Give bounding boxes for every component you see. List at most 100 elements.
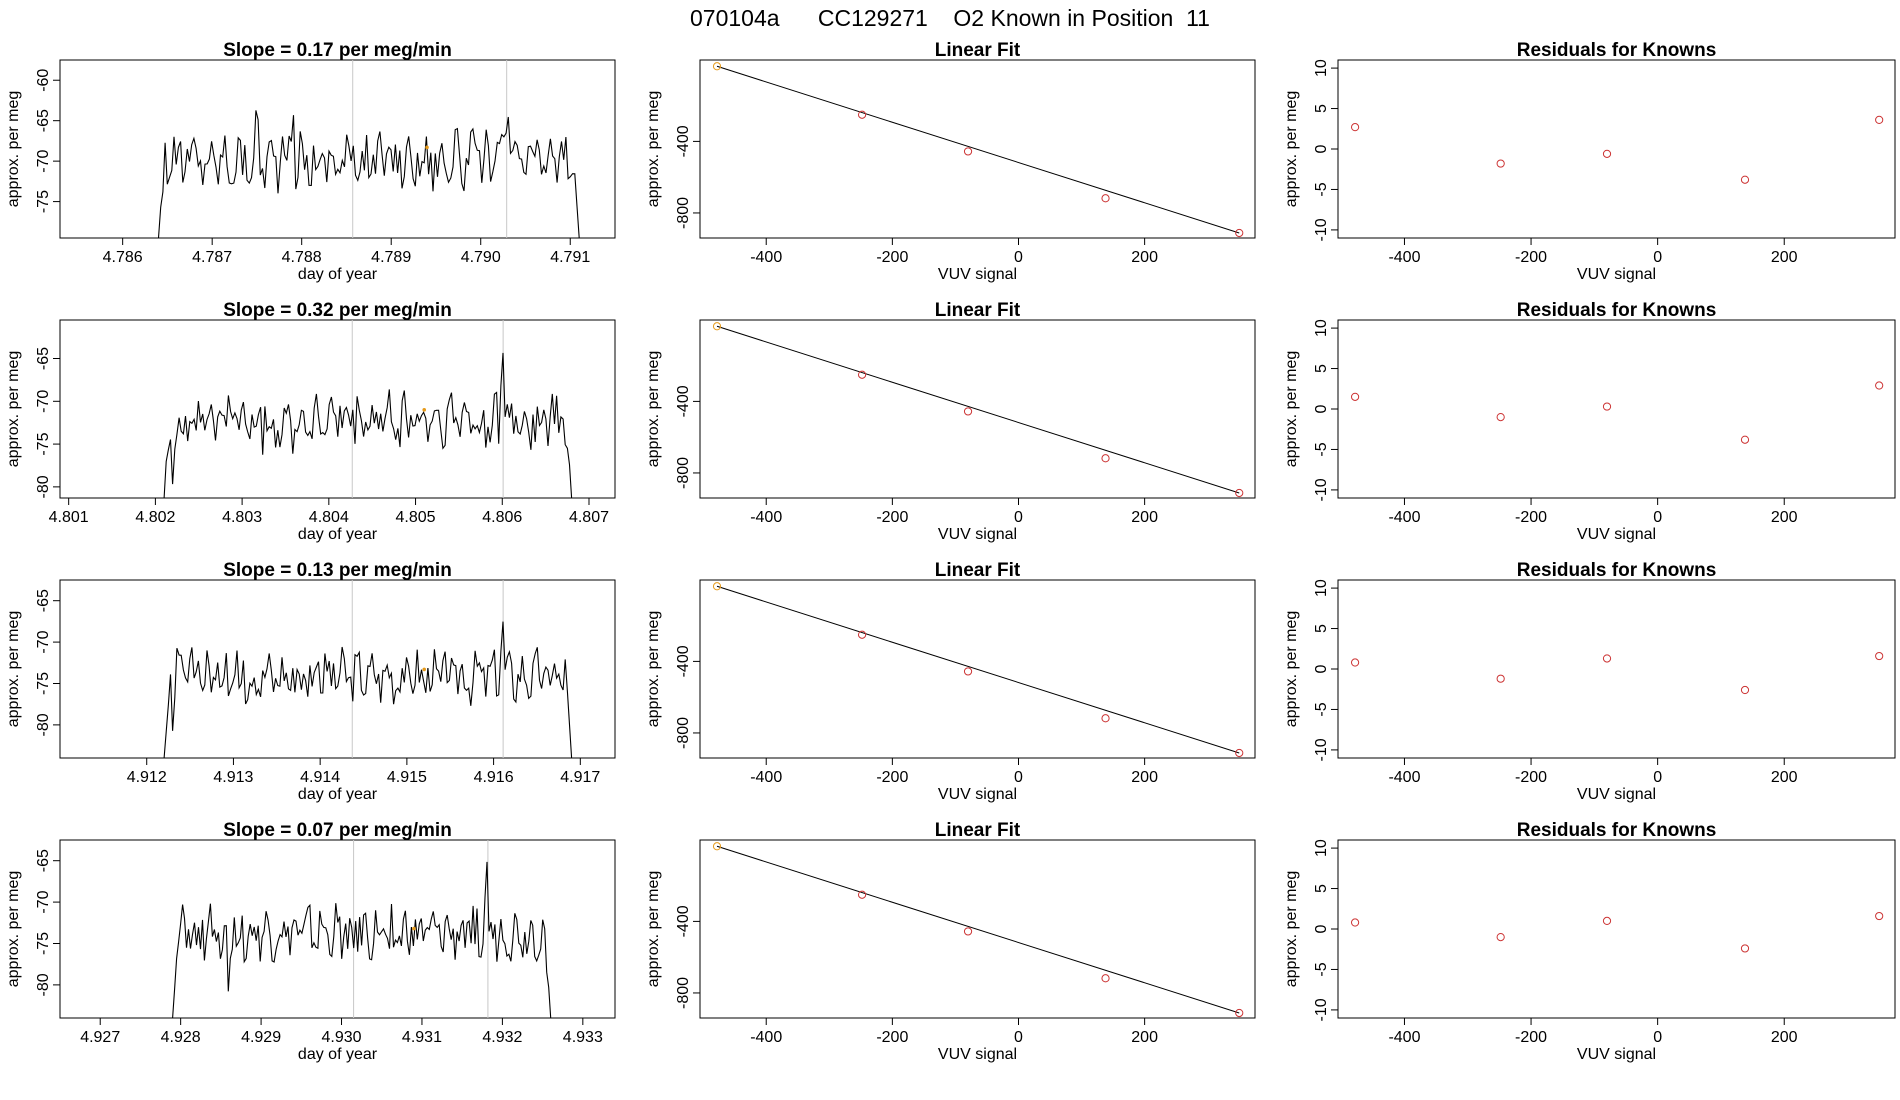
x-tick-label: 4.805	[396, 509, 436, 526]
plot-frame	[1337, 59, 1896, 239]
data-point	[857, 630, 867, 639]
y-tick-label: -65	[35, 589, 52, 612]
panel-linear-fit-1: Linear Fit -400 -200 0 200 -800 -400 VUV signal…	[645, 40, 1256, 283]
y-tick-label: 5	[1313, 884, 1330, 893]
plot-area	[712, 842, 1244, 1018]
plot-area	[712, 322, 1244, 498]
x-axis-label: VUV signal	[1577, 526, 1656, 543]
x-tick-label: -400	[1388, 769, 1420, 786]
data-point	[1496, 159, 1505, 168]
panel-residuals-4: Residuals for Knowns -400 -200 0 200 -10 -5 0 5 1…	[1283, 820, 1896, 1063]
x-axis-label: VUV signal	[1577, 266, 1656, 283]
data-point	[857, 370, 867, 379]
series-line	[157, 110, 580, 238]
x-tick-label: 4.786	[103, 249, 143, 266]
y-tick-label: -75	[35, 190, 52, 213]
y-tick-label: -5	[1313, 182, 1330, 196]
x-axis-label: VUV signal	[1577, 1046, 1656, 1063]
x-tick-label: -400	[1388, 249, 1420, 266]
plot-frame	[59, 59, 616, 239]
data-point	[1602, 654, 1612, 663]
x-tick-label: -200	[1515, 249, 1547, 266]
x-tick-label: 0	[1014, 1029, 1023, 1046]
mean-marker	[412, 926, 416, 931]
x-axis-label: VUV signal	[938, 786, 1017, 803]
data-point	[712, 322, 722, 331]
x-tick-label: 4.787	[192, 249, 232, 266]
x-axis-label: day of year	[298, 1046, 378, 1063]
data-point	[963, 927, 973, 936]
mean-marker	[422, 408, 427, 412]
y-axis-label: approx. per meg	[1283, 871, 1300, 988]
x-tick-label: 4.802	[135, 509, 175, 526]
figure-title: 070104a CC129271 O2 Known in Position 11	[690, 5, 1210, 31]
y-tick-label: -800	[675, 197, 692, 229]
data-point	[1875, 381, 1884, 390]
x-tick-label: 4.803	[222, 509, 262, 526]
panel-title: Linear Fit	[935, 820, 1021, 841]
fit-line	[716, 65, 1240, 234]
fit-line	[716, 585, 1240, 754]
panel-residuals-3: Residuals for Knowns -400 -200 0 200 -10 -5 0 5 1…	[1283, 560, 1896, 803]
plot-frame	[699, 579, 1256, 759]
x-tick-label: -200	[876, 769, 908, 786]
data-point	[1740, 435, 1750, 444]
plot-frame	[59, 579, 616, 759]
x-tick-label: 4.932	[482, 1029, 522, 1046]
data-point	[1101, 714, 1110, 723]
x-tick-label: 0	[1014, 249, 1023, 266]
y-tick-label: -800	[675, 457, 692, 489]
x-axis-label: VUV signal	[1577, 786, 1656, 803]
panel-title: Residuals for Knowns	[1517, 300, 1717, 321]
plot-frame	[59, 319, 616, 499]
data-point	[1101, 454, 1110, 463]
x-tick-label: -400	[750, 509, 782, 526]
x-tick-label: 200	[1771, 509, 1798, 526]
data-point	[1496, 674, 1505, 683]
x-tick-label: 200	[1131, 509, 1158, 526]
panel-timeseries-2: Slope = 0.32 per meg/min 4.801 4.802 4.803 4…	[5, 300, 616, 543]
x-tick-label: 4.928	[161, 1029, 201, 1046]
y-tick-label: -400	[675, 385, 692, 417]
y-axis-label: approx. per meg	[1283, 91, 1300, 208]
y-axis-label: approx. per meg	[5, 871, 22, 988]
data-point	[857, 110, 867, 119]
data-point	[1875, 115, 1884, 124]
data-point	[1235, 1008, 1244, 1018]
x-tick-label: 4.929	[241, 1029, 281, 1046]
x-tick-label: 4.914	[300, 769, 340, 786]
panel-linear-fit-4: Linear Fit -400 -200 0 200 -800 -400 VUV signal…	[645, 820, 1256, 1063]
plot-area	[172, 840, 552, 1018]
x-tick-label: 200	[1131, 1029, 1158, 1046]
x-tick-label: 0	[1014, 769, 1023, 786]
y-tick-label: -400	[675, 125, 692, 157]
x-tick-label: -200	[876, 249, 908, 266]
panel-title: Linear Fit	[935, 560, 1021, 581]
y-tick-label: -400	[675, 645, 692, 677]
fit-line	[716, 325, 1240, 494]
x-tick-label: 200	[1131, 249, 1158, 266]
x-tick-label: -200	[876, 1029, 908, 1046]
x-axis-label: VUV signal	[938, 1046, 1017, 1063]
panel-residuals-1: Residuals for Knowns -400 -200 0 200 -10 -5 0 5 1…	[1283, 40, 1896, 283]
panel-timeseries-3: Slope = 0.13 per meg/min 4.912 4.913 4.914 4…	[5, 560, 616, 803]
panel-linear-fit-3: Linear Fit -400 -200 0 200 -800 -400 VUV signal…	[645, 560, 1256, 803]
panel-title: Residuals for Knowns	[1517, 40, 1717, 61]
y-tick-label: -5	[1313, 442, 1330, 456]
y-axis-label: approx. per meg	[645, 611, 662, 728]
y-tick-label: -800	[675, 717, 692, 749]
x-tick-label: 4.933	[563, 1029, 603, 1046]
panel-residuals-2: Residuals for Knowns -400 -200 0 200 -10 -5 0 5 1…	[1283, 300, 1896, 543]
plot-frame	[59, 839, 616, 1019]
y-tick-label: 0	[1313, 404, 1330, 413]
data-point	[963, 147, 973, 156]
plot-frame	[1337, 319, 1896, 499]
y-tick-label: -75	[35, 932, 52, 955]
y-tick-label: -75	[35, 432, 52, 455]
x-tick-label: 4.806	[482, 509, 522, 526]
data-point	[1602, 402, 1612, 411]
x-tick-label: 200	[1771, 249, 1798, 266]
panel-timeseries-4: Slope = 0.07 per meg/min 4.927 4.928 4.929 4…	[5, 820, 616, 1063]
plot-frame	[699, 59, 1256, 239]
